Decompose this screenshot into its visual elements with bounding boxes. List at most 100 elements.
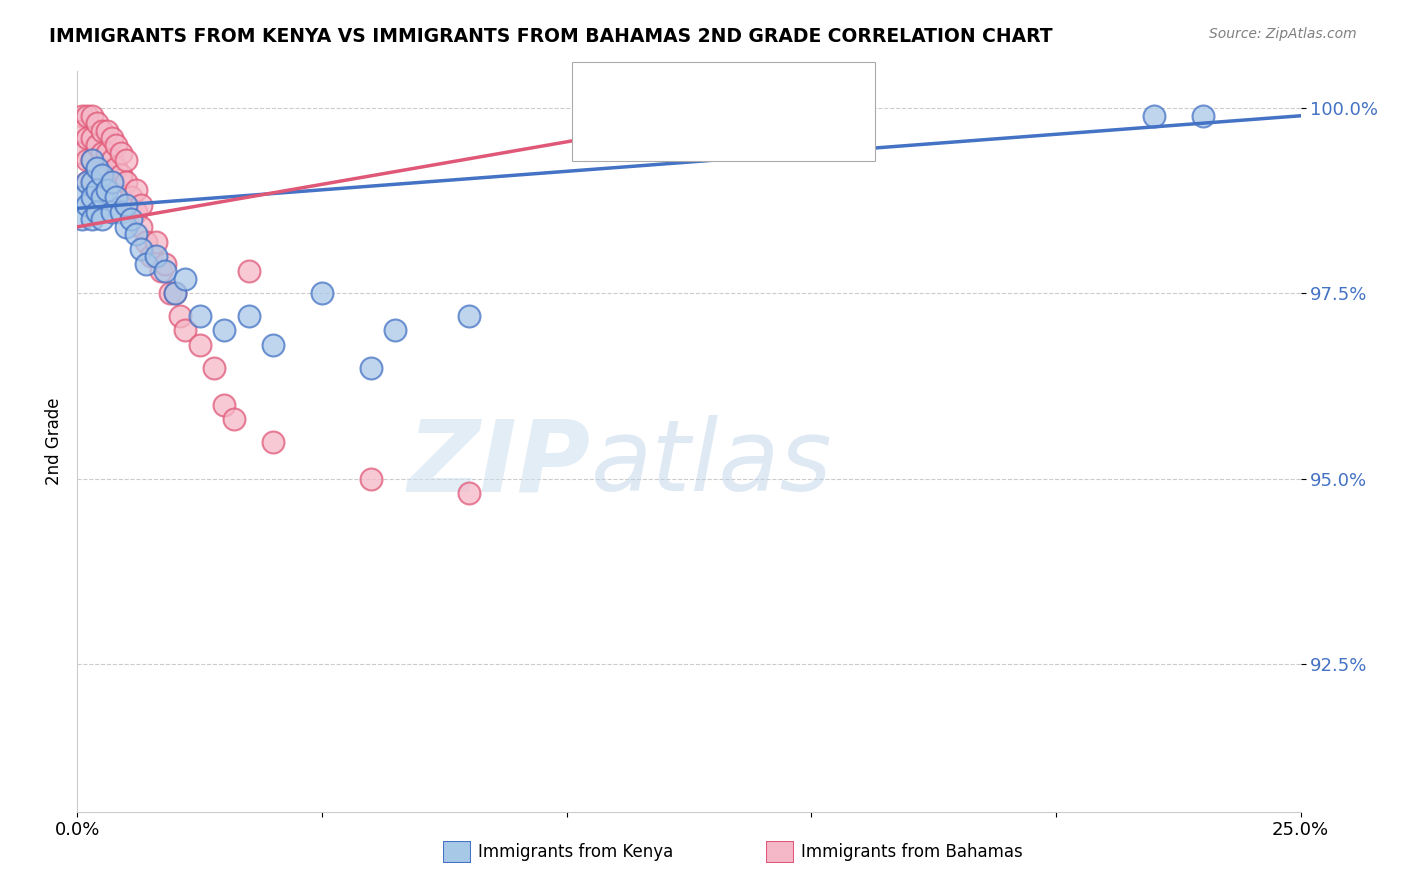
Text: atlas: atlas <box>591 416 832 512</box>
Point <box>202 360 225 375</box>
Point <box>86 161 108 175</box>
Point <box>139 249 162 263</box>
Point <box>96 168 118 182</box>
Point <box>80 197 103 211</box>
Point <box>86 205 108 219</box>
Point <box>100 175 122 189</box>
Point <box>76 197 98 211</box>
Point <box>222 412 245 426</box>
Point <box>80 153 103 168</box>
Point <box>76 109 98 123</box>
Point <box>86 161 108 175</box>
Point <box>129 219 152 234</box>
Point <box>188 309 211 323</box>
Point <box>384 323 406 337</box>
Point <box>212 397 235 411</box>
Text: R =: R = <box>626 71 668 90</box>
Point <box>212 323 235 337</box>
Point <box>262 434 284 449</box>
Point <box>311 286 333 301</box>
Point <box>100 175 122 189</box>
Text: 54: 54 <box>770 116 797 135</box>
Point <box>80 175 103 189</box>
Text: Immigrants from Kenya: Immigrants from Kenya <box>478 843 673 861</box>
Point <box>262 338 284 352</box>
Point <box>238 264 260 278</box>
Point <box>90 168 112 182</box>
Point <box>96 145 118 160</box>
Point <box>96 183 118 197</box>
Text: ZIP: ZIP <box>408 416 591 512</box>
Point <box>86 138 108 153</box>
Point <box>238 309 260 323</box>
Point <box>125 183 148 197</box>
Text: N =: N = <box>731 71 775 90</box>
Point <box>70 190 93 204</box>
Point <box>86 116 108 130</box>
Point <box>159 286 181 301</box>
Text: Source: ZipAtlas.com: Source: ZipAtlas.com <box>1209 27 1357 41</box>
Point <box>115 153 138 168</box>
Text: N =: N = <box>731 116 775 135</box>
Point <box>100 131 122 145</box>
Point <box>76 153 98 168</box>
Point <box>76 131 98 145</box>
Point <box>145 249 167 263</box>
Point <box>86 183 108 197</box>
Text: IMMIGRANTS FROM KENYA VS IMMIGRANTS FROM BAHAMAS 2ND GRADE CORRELATION CHART: IMMIGRANTS FROM KENYA VS IMMIGRANTS FROM… <box>49 27 1053 45</box>
Point <box>165 286 187 301</box>
Point <box>174 271 197 285</box>
Point <box>165 286 187 301</box>
Point <box>125 205 148 219</box>
Point <box>129 197 152 211</box>
Point <box>76 175 98 189</box>
Point <box>135 257 157 271</box>
Point <box>125 227 148 242</box>
Point <box>105 190 128 204</box>
Point <box>1191 109 1213 123</box>
Point <box>120 212 142 227</box>
Point <box>90 168 112 182</box>
Point <box>80 131 103 145</box>
Point <box>115 197 138 211</box>
Point <box>70 123 93 137</box>
Point <box>115 219 138 234</box>
Point <box>100 153 122 168</box>
Point <box>70 212 93 227</box>
Point <box>80 109 103 123</box>
Point <box>145 235 167 249</box>
Point <box>96 123 118 137</box>
Point <box>76 175 98 189</box>
Point <box>129 242 152 256</box>
Point <box>120 190 142 204</box>
Text: 0.345: 0.345 <box>665 116 727 135</box>
Point <box>70 109 93 123</box>
Point <box>90 145 112 160</box>
Point <box>360 472 382 486</box>
Point <box>1143 109 1166 123</box>
Text: 39: 39 <box>770 71 797 90</box>
Text: Immigrants from Bahamas: Immigrants from Bahamas <box>801 843 1024 861</box>
Point <box>105 138 128 153</box>
Point <box>110 168 132 182</box>
Point <box>110 145 132 160</box>
Point <box>105 161 128 175</box>
Point <box>174 323 197 337</box>
Point <box>90 190 112 204</box>
Point <box>80 212 103 227</box>
Point <box>100 205 122 219</box>
Point <box>149 264 172 278</box>
Point <box>90 212 112 227</box>
Point <box>110 205 132 219</box>
Point <box>115 197 138 211</box>
Point <box>457 309 479 323</box>
Point <box>155 257 177 271</box>
Point <box>135 235 157 249</box>
Point <box>80 190 103 204</box>
Point <box>155 264 177 278</box>
Point <box>86 183 108 197</box>
Point <box>457 486 479 500</box>
Point <box>115 175 138 189</box>
Text: R =: R = <box>626 116 668 135</box>
Point <box>80 153 103 168</box>
